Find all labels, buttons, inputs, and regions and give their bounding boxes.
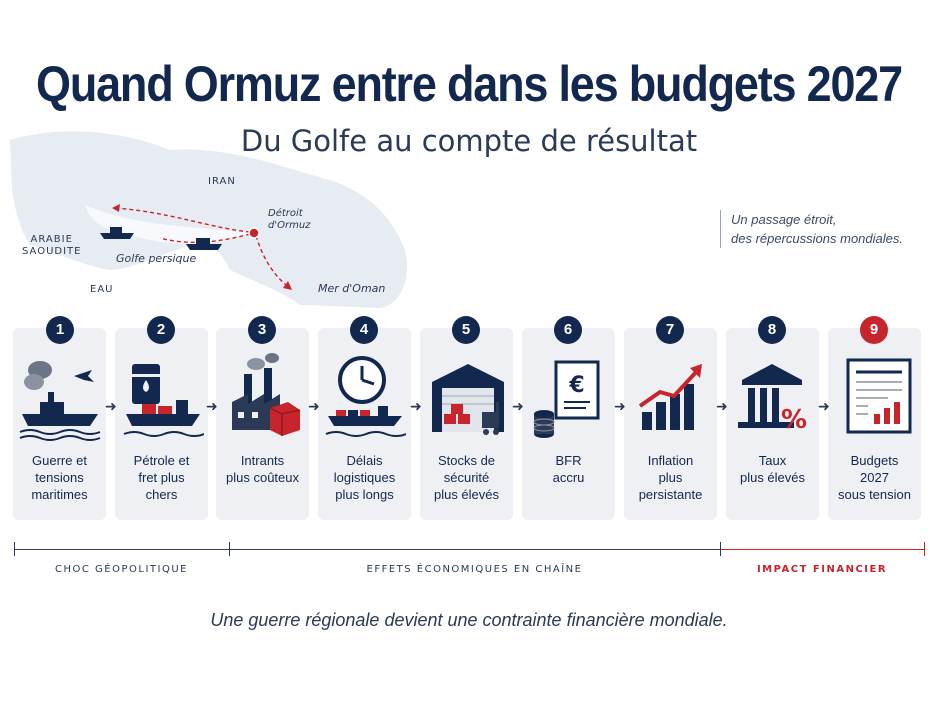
- ship-icon: [186, 238, 222, 250]
- step-label: Guerre et tensions maritimes: [31, 453, 88, 502]
- euro-document-icon: €: [533, 360, 600, 438]
- step-number: 2: [147, 316, 175, 344]
- arrow-right-icon: ➜: [818, 398, 830, 414]
- clock-ship-icon: [325, 356, 406, 437]
- bank-percent-icon: %: [738, 364, 807, 435]
- step-number: 7: [656, 316, 684, 344]
- arrow-right-icon: ➜: [512, 398, 524, 414]
- step-number: 5: [452, 316, 480, 344]
- map-tagline: Un passage étroit, des répercussions mon…: [720, 210, 903, 248]
- timeline-tick: [229, 542, 230, 556]
- map-label-detroit: Détroit d'Ormuz: [268, 208, 311, 231]
- svg-text:€: €: [568, 373, 584, 398]
- step-number: 4: [350, 316, 378, 344]
- arrow-right-icon: ➜: [308, 398, 320, 414]
- map-label-eau: EAU: [90, 284, 114, 295]
- step-label: Budgets 2027 sous tension: [838, 453, 911, 502]
- map-label-oman: Mer d'Oman: [318, 282, 386, 295]
- map-label-iran: IRAN: [208, 176, 236, 187]
- route-arrow-oman: [255, 235, 291, 289]
- step-number: 6: [554, 316, 582, 344]
- route-arrow-west: [114, 207, 251, 233]
- timeline-tick: [14, 542, 15, 556]
- step-label: BFR accru: [552, 453, 585, 485]
- ship-icon: [100, 227, 134, 239]
- factory-icon: [232, 353, 301, 436]
- phase-impact: IMPACT FINANCIER: [756, 564, 888, 575]
- oil-tanker-icon: [123, 364, 204, 437]
- phase-choc: CHOC GÉOPOLITIQUE: [55, 564, 188, 575]
- arrow-right-icon: ➜: [410, 398, 422, 414]
- map-illustration: [10, 131, 408, 308]
- timeline-line-impact: [720, 549, 925, 550]
- timeline-tick: [720, 542, 721, 556]
- step-label: Intrants plus coûteux: [226, 453, 299, 485]
- arrow-right-icon: ➜: [614, 398, 626, 414]
- step-number: 9: [860, 316, 888, 344]
- step-number: 1: [46, 316, 74, 344]
- step-label: Inflation plus persistante: [638, 453, 703, 502]
- land-mass: [10, 131, 408, 308]
- budget-sheet-icon: [846, 358, 912, 434]
- warship-icon: [19, 361, 101, 441]
- arrow-right-icon: ➜: [206, 398, 218, 414]
- arrow-right-icon: ➜: [716, 398, 728, 414]
- warehouse-icon: [432, 364, 504, 435]
- step-label: Pétrole et fret plus chers: [133, 453, 190, 502]
- step-number: 8: [758, 316, 786, 344]
- svg-text:%: %: [781, 405, 807, 435]
- map-label-arabie: ARABIE SAOUDITE: [22, 234, 82, 257]
- rising-chart-icon: [638, 364, 702, 430]
- phase-effets: EFFETS ÉCONOMIQUES EN CHAÎNE: [366, 564, 583, 575]
- step-label: Taux plus élevés: [739, 453, 806, 485]
- map-label-golfe: Golfe persique: [116, 252, 197, 265]
- page-title: Quand Ormuz entre dans les budgets 2027: [36, 54, 903, 112]
- page-subtitle: Du Golfe au compte de résultat: [240, 124, 698, 158]
- timeline-line: [14, 549, 720, 550]
- step-number: 3: [248, 316, 276, 344]
- step-label: Stocks de sécurité plus élevés: [433, 453, 500, 502]
- strait-marker: [248, 227, 260, 239]
- arrow-right-icon: ➜: [105, 398, 117, 414]
- footer-caption: Une guerre régionale devient une contrai…: [210, 610, 728, 630]
- timeline-tick: [924, 542, 925, 556]
- step-label: Délais logistiques plus longs: [333, 453, 396, 502]
